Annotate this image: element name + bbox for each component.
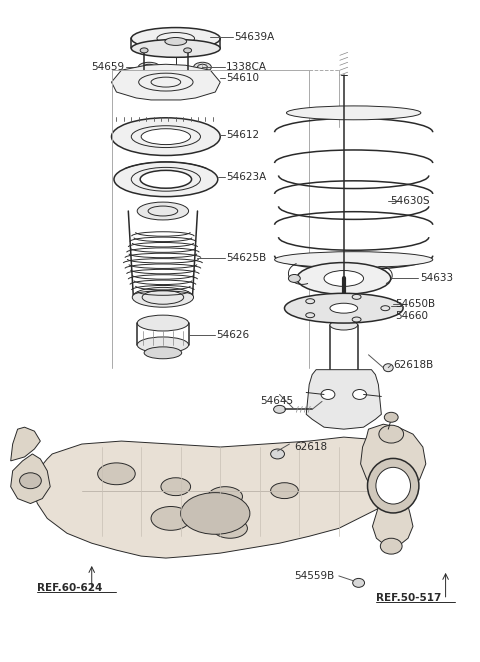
Ellipse shape xyxy=(140,48,148,53)
Polygon shape xyxy=(11,454,50,504)
Ellipse shape xyxy=(275,252,433,267)
Ellipse shape xyxy=(376,467,410,504)
Ellipse shape xyxy=(144,347,182,359)
Ellipse shape xyxy=(380,538,402,554)
Ellipse shape xyxy=(151,506,191,530)
Ellipse shape xyxy=(287,106,421,120)
Ellipse shape xyxy=(111,118,220,156)
Ellipse shape xyxy=(384,412,398,422)
Ellipse shape xyxy=(97,463,135,485)
Ellipse shape xyxy=(20,473,41,489)
Ellipse shape xyxy=(324,271,363,287)
Ellipse shape xyxy=(213,518,247,538)
Text: 54625B: 54625B xyxy=(226,253,266,263)
Polygon shape xyxy=(306,369,381,429)
Polygon shape xyxy=(111,64,220,100)
Text: 54612: 54612 xyxy=(226,130,259,140)
Ellipse shape xyxy=(330,389,358,399)
Ellipse shape xyxy=(271,483,298,498)
Polygon shape xyxy=(360,424,426,546)
Text: 54559B: 54559B xyxy=(294,571,335,581)
Ellipse shape xyxy=(208,487,242,506)
Ellipse shape xyxy=(379,425,404,443)
Ellipse shape xyxy=(288,275,300,283)
Text: REF.60-624: REF.60-624 xyxy=(37,583,103,593)
Ellipse shape xyxy=(368,458,419,513)
Ellipse shape xyxy=(132,287,193,307)
Text: 54626: 54626 xyxy=(216,330,250,340)
Ellipse shape xyxy=(274,405,286,413)
Text: 54650B: 54650B xyxy=(395,299,435,309)
Text: 62618B: 62618B xyxy=(393,359,433,369)
Text: 62618: 62618 xyxy=(294,442,327,452)
Ellipse shape xyxy=(114,162,218,197)
Ellipse shape xyxy=(138,62,160,72)
Ellipse shape xyxy=(137,202,189,220)
Ellipse shape xyxy=(137,337,189,353)
Text: 54630S: 54630S xyxy=(390,196,430,206)
Ellipse shape xyxy=(137,315,189,331)
Ellipse shape xyxy=(165,38,187,46)
Ellipse shape xyxy=(141,128,191,144)
Ellipse shape xyxy=(285,293,403,323)
Text: 54639A: 54639A xyxy=(234,32,274,42)
Text: 54633: 54633 xyxy=(420,273,453,283)
Ellipse shape xyxy=(180,493,250,534)
Text: 54659: 54659 xyxy=(91,62,124,72)
Ellipse shape xyxy=(353,579,364,587)
Ellipse shape xyxy=(330,303,358,313)
Text: 54610: 54610 xyxy=(226,73,259,83)
Polygon shape xyxy=(33,437,413,558)
Ellipse shape xyxy=(384,363,393,371)
Ellipse shape xyxy=(330,320,358,330)
Text: 54660: 54660 xyxy=(395,311,428,321)
Text: REF.50-517: REF.50-517 xyxy=(376,592,442,602)
Ellipse shape xyxy=(193,62,211,72)
Text: 1338CA: 1338CA xyxy=(226,62,267,72)
Ellipse shape xyxy=(131,40,220,58)
Ellipse shape xyxy=(140,170,192,188)
Ellipse shape xyxy=(297,263,391,295)
Ellipse shape xyxy=(131,28,220,50)
Ellipse shape xyxy=(184,48,192,53)
Ellipse shape xyxy=(271,449,285,459)
Text: 54645: 54645 xyxy=(260,397,293,406)
Text: 54623A: 54623A xyxy=(226,172,266,182)
Ellipse shape xyxy=(161,478,191,496)
Ellipse shape xyxy=(321,389,335,399)
Ellipse shape xyxy=(353,389,367,399)
Polygon shape xyxy=(11,427,40,461)
